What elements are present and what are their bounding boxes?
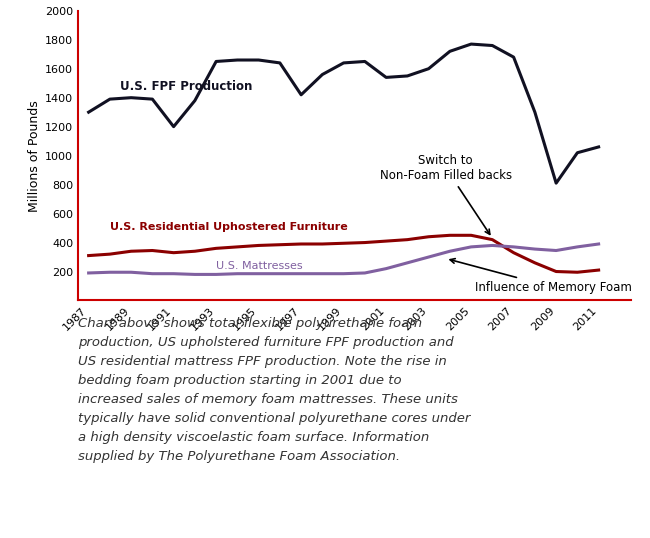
Text: Switch to
Non-Foam Filled backs: Switch to Non-Foam Filled backs — [380, 154, 512, 235]
Y-axis label: Millions of Pounds: Millions of Pounds — [28, 100, 41, 211]
Text: U.S. Residential Uphostered Furniture: U.S. Residential Uphostered Furniture — [110, 222, 348, 231]
Text: U.S. FPF Production: U.S. FPF Production — [120, 81, 253, 94]
Text: Chart above shows total flexible polyurethane foam
production, US upholstered fu: Chart above shows total flexible polyure… — [78, 317, 471, 463]
Text: U.S. Mattresses: U.S. Mattresses — [216, 261, 303, 271]
Text: Influence of Memory Foam: Influence of Memory Foam — [450, 259, 632, 294]
